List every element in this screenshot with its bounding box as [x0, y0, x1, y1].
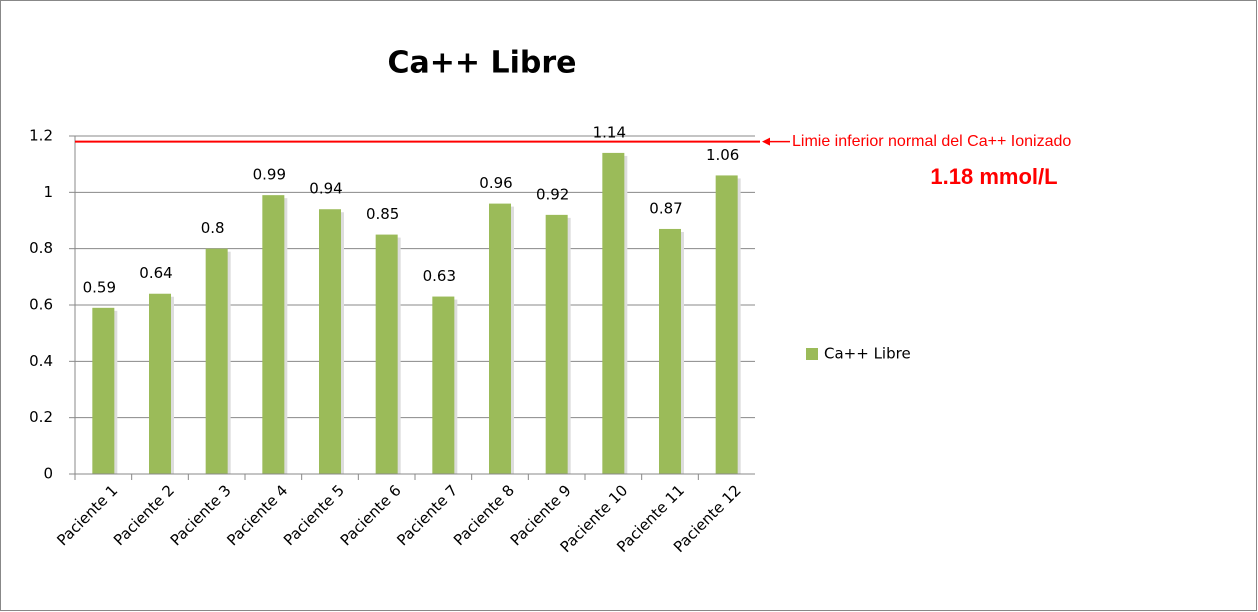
data-label: 0.87: [649, 199, 682, 217]
bar: [205, 248, 228, 474]
data-label: 0.99: [253, 166, 286, 184]
data-label: 0.85: [366, 205, 399, 223]
data-label: 0.8: [201, 219, 225, 237]
bar: [92, 307, 115, 474]
bar: [319, 209, 341, 474]
bar: [715, 175, 738, 474]
bar: [262, 195, 285, 474]
legend-label: Ca++ Libre: [824, 345, 911, 363]
y-tick-label: 0.8: [29, 239, 53, 257]
data-label: 0.92: [536, 185, 569, 203]
bar: [602, 152, 625, 474]
bar: [545, 214, 568, 474]
data-label: 0.63: [423, 267, 456, 285]
data-label: 0.59: [83, 278, 116, 296]
y-tick-label: 0.6: [29, 296, 53, 314]
annotation: Limie inferior normal del Ca++ Ionizado: [792, 133, 1071, 150]
legend-swatch: [806, 348, 818, 360]
bar: [489, 203, 511, 474]
data-label: 0.96: [479, 174, 512, 192]
y-tick-label: 1: [43, 183, 53, 201]
data-label: 1.06: [706, 146, 739, 164]
bar: [375, 234, 398, 474]
bar: [659, 228, 681, 474]
bar: [149, 293, 171, 474]
data-label: 0.94: [309, 180, 342, 198]
y-tick-label: 1.2: [29, 127, 53, 145]
annotation-value: 1.18 mmol/L: [930, 164, 1057, 189]
y-tick-label: 0.2: [29, 408, 53, 426]
y-tick-label: 0: [43, 465, 53, 483]
annotation-arrowhead: [762, 137, 770, 146]
data-label: 1.14: [593, 123, 626, 141]
bar: [432, 296, 455, 474]
chart-title: Ca++ Libre: [388, 46, 577, 81]
y-tick-label: 0.4: [29, 352, 53, 370]
data-label: 0.64: [139, 264, 172, 282]
